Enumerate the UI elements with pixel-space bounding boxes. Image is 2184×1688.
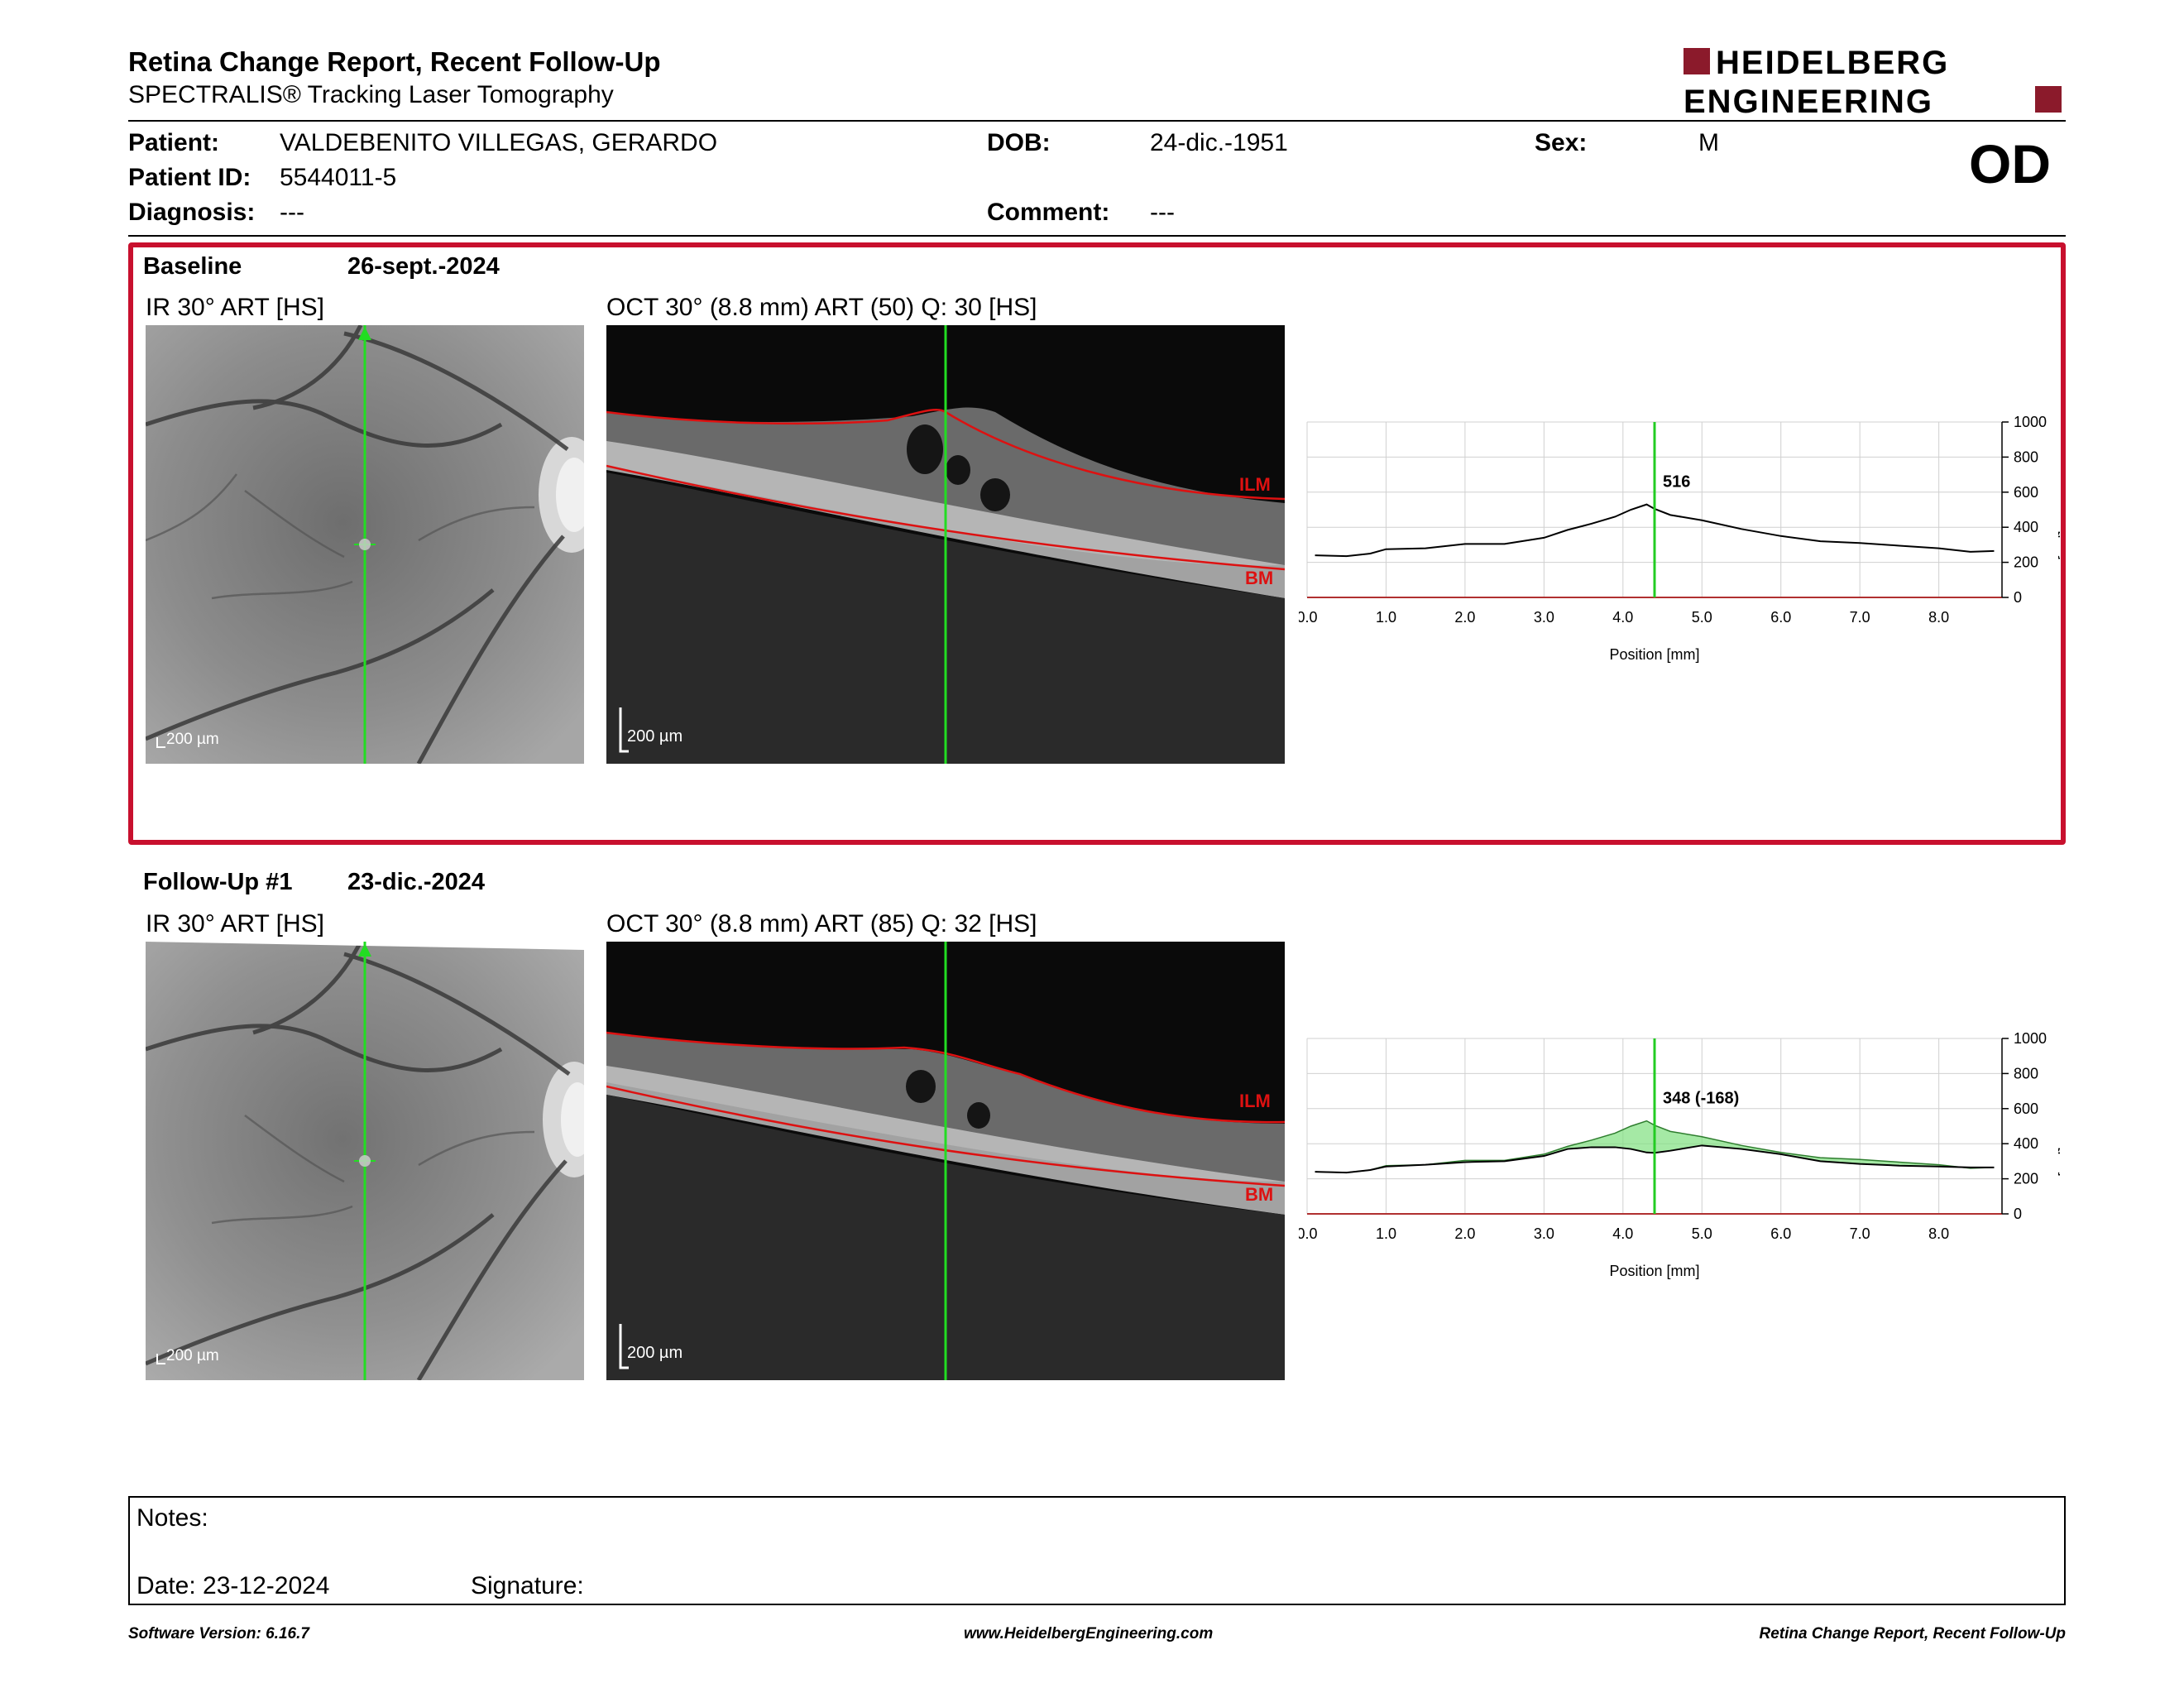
y-tick-label: 0 xyxy=(2014,589,2022,606)
thickness-line-series-0 xyxy=(1315,503,1995,558)
followup-oct-image[interactable]: ILM BM 200 µm xyxy=(606,942,1285,1380)
baseline-ir-scale: 200 µm xyxy=(166,731,219,748)
notes-box[interactable]: Notes: Date: 23-12-2024 Signature: xyxy=(128,1496,2066,1605)
y-tick-label: 1000 xyxy=(2014,1030,2047,1047)
x-tick-label: 4.0 xyxy=(1612,609,1633,626)
footer-report-name: Retina Change Report, Recent Follow-Up xyxy=(1759,1625,2066,1642)
y-axis-label: Thickness [µm] xyxy=(2058,1076,2060,1176)
x-tick-label: 3.0 xyxy=(1534,1225,1554,1242)
header-divider xyxy=(128,120,2066,122)
marker-value-label: 348 (-168) xyxy=(1663,1089,1739,1107)
signature-label: Signature: xyxy=(471,1572,584,1599)
baseline-label: Baseline xyxy=(143,253,242,280)
notes-label: Notes: xyxy=(136,1504,208,1532)
y-axis-label: Thickness [µm] xyxy=(2058,459,2060,559)
x-tick-label: 1.0 xyxy=(1376,1225,1396,1242)
baseline-oct-image[interactable]: ILM BM 200 µm xyxy=(606,325,1285,764)
comment-value: --- xyxy=(1150,199,1175,226)
x-tick-label: 8.0 xyxy=(1928,609,1949,626)
x-tick-label: 2.0 xyxy=(1454,1225,1475,1242)
x-tick-label: 5.0 xyxy=(1692,1225,1712,1242)
y-tick-label: 600 xyxy=(2014,1101,2038,1117)
x-axis-label: Position [mm] xyxy=(1609,646,1699,663)
y-tick-label: 400 xyxy=(2014,1135,2038,1152)
logo-line1: HEIDELBERG xyxy=(1716,45,1949,81)
comment-label: Comment: xyxy=(987,199,1110,226)
x-tick-label: 0.0 xyxy=(1299,1225,1318,1242)
x-axis-label: Position [mm] xyxy=(1609,1263,1699,1279)
baseline-ir-image[interactable]: 200 µm xyxy=(146,325,584,764)
x-tick-label: 4.0 xyxy=(1612,1225,1633,1242)
y-tick-label: 600 xyxy=(2014,484,2038,501)
report-title: Retina Change Report, Recent Follow-Up xyxy=(128,46,661,77)
report-subtitle: SPECTRALIS® Tracking Laser Tomography xyxy=(128,81,614,108)
marker-value-label: 516 xyxy=(1663,472,1690,491)
baseline-ilm-label: ILM xyxy=(1239,474,1271,495)
followup-ir-image[interactable]: 200 µm xyxy=(146,942,584,1380)
x-tick-label: 6.0 xyxy=(1770,609,1791,626)
followup-oct-scale: 200 µm xyxy=(627,1344,682,1362)
x-tick-label: 0.0 xyxy=(1299,609,1318,626)
x-tick-label: 2.0 xyxy=(1454,609,1475,626)
baseline-highlight-frame xyxy=(128,242,2066,845)
patient-label: Patient: xyxy=(128,129,220,156)
followup-ir-scale: 200 µm xyxy=(166,1347,219,1364)
y-tick-label: 200 xyxy=(2014,554,2038,571)
footer-website: www.HeidelbergEngineering.com xyxy=(964,1625,1214,1642)
heidelberg-logo: HEIDELBERG ENGINEERING xyxy=(1679,43,2068,120)
patient-id: 5544011-5 xyxy=(280,164,397,191)
dob-label: DOB: xyxy=(987,129,1051,156)
x-tick-label: 7.0 xyxy=(1850,609,1870,626)
followup-thickness-chart: 0 200 400 600 800 1000 0.0 1.0 2.0 3.0 4.0 5.0 6.0 7.… xyxy=(1296,1030,2075,1303)
x-tick-label: 6.0 xyxy=(1770,1225,1791,1242)
patient-name: VALDEBENITO VILLEGAS, GERARDO xyxy=(280,129,718,156)
baseline-date: 26-sept.-2024 xyxy=(347,253,500,280)
diagnosis-label: Diagnosis: xyxy=(128,199,256,226)
sex-value: M xyxy=(1698,129,1719,156)
x-tick-label: 1.0 xyxy=(1376,609,1396,626)
y-tick-label: 1000 xyxy=(2014,414,2047,430)
followup-ir-title: IR 30° ART [HS] xyxy=(146,910,324,938)
followup-oct-title: OCT 30° (8.8 mm) ART (85) Q: 32 [HS] xyxy=(606,910,1037,938)
y-tick-label: 800 xyxy=(2014,1065,2038,1081)
eye-indicator: OD xyxy=(1969,133,2051,194)
y-tick-label: 200 xyxy=(2014,1171,2038,1187)
y-tick-label: 0 xyxy=(2014,1206,2022,1222)
sex-label: Sex: xyxy=(1535,129,1588,156)
diagnosis-value: --- xyxy=(280,199,304,226)
notes-date: Date: 23-12-2024 xyxy=(136,1572,330,1599)
patient-divider xyxy=(128,235,2066,237)
baseline-thickness-chart: 0 200 400 600 800 1000 0.0 1.0 2.0 3.0 4.0 5.0 6.0 7.… xyxy=(1296,414,2075,687)
followup-ilm-label: ILM xyxy=(1239,1091,1271,1111)
baseline-oct-scale: 200 µm xyxy=(627,727,682,746)
thickness-line-series-1 xyxy=(1315,1144,1995,1174)
baseline-ir-title: IR 30° ART [HS] xyxy=(146,294,324,321)
x-tick-label: 3.0 xyxy=(1534,609,1554,626)
followup-bm-label: BM xyxy=(1245,1184,1273,1205)
baseline-bm-label: BM xyxy=(1245,568,1273,588)
y-tick-label: 400 xyxy=(2014,519,2038,535)
x-tick-label: 7.0 xyxy=(1850,1225,1870,1242)
footer-software-version: Software Version: 6.16.7 xyxy=(128,1625,309,1642)
dob-value: 24-dic.-1951 xyxy=(1150,129,1288,156)
y-tick-label: 800 xyxy=(2014,448,2038,465)
followup-label: Follow-Up #1 xyxy=(143,869,293,895)
logo-block-left xyxy=(1684,48,1710,74)
x-tick-label: 5.0 xyxy=(1692,609,1712,626)
followup-date: 23-dic.-2024 xyxy=(347,869,486,895)
logo-line2: ENGINEERING xyxy=(1684,84,1933,117)
baseline-oct-title: OCT 30° (8.8 mm) ART (50) Q: 30 [HS] xyxy=(606,294,1037,321)
x-tick-label: 8.0 xyxy=(1928,1225,1949,1242)
logo-block-right xyxy=(2035,86,2062,113)
patient-id-label: Patient ID: xyxy=(128,164,251,191)
